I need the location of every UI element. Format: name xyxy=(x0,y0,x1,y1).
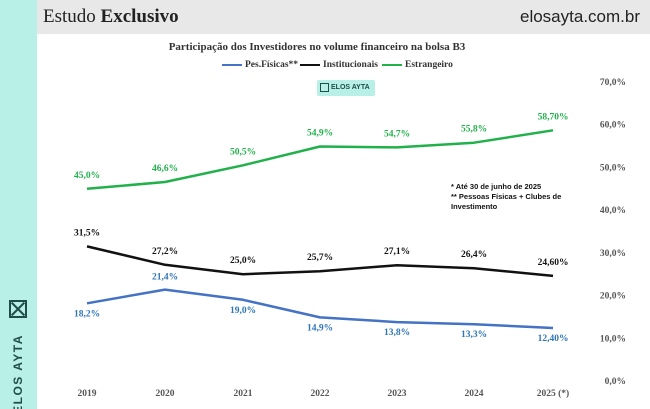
chart-legend: Pes.Físicas** Institucionais Estrangeiro xyxy=(0,60,650,74)
x-tick-label: 2023 xyxy=(388,389,407,399)
data-label: 18,2% xyxy=(74,309,100,319)
x-tick-label: 2019 xyxy=(78,389,97,399)
watermark-logo: ELOS AYTA xyxy=(317,80,375,96)
header-title-bold: Exclusivo xyxy=(100,6,179,27)
data-label: 14,9% xyxy=(307,323,333,333)
legend-swatch-inst xyxy=(300,63,320,67)
x-tick-label: 2020 xyxy=(156,389,175,399)
watermark-icon xyxy=(320,83,329,92)
series-line-inst xyxy=(86,245,554,278)
data-label: 25,0% xyxy=(230,256,256,266)
chart-notes: * Até 30 de junho de 2025 ** Pessoas Fís… xyxy=(451,182,591,212)
x-tick-label: 2022 xyxy=(311,389,330,399)
data-label: 46,6% xyxy=(152,164,178,174)
y-tick-label: 70,0% xyxy=(600,78,626,88)
data-label: 45,0% xyxy=(74,171,100,181)
data-label: 31,5% xyxy=(74,228,100,238)
legend-item-est: Estrangeiro xyxy=(382,60,453,70)
header-title: Estudo Exclusivo xyxy=(43,6,179,28)
legend-label-pf: Pes.Físicas** xyxy=(245,60,299,70)
y-tick-label: 60,0% xyxy=(600,121,626,131)
legend-item-pf: Pes.Físicas** xyxy=(222,60,298,70)
data-label: 27,1% xyxy=(384,247,410,257)
series-line-est xyxy=(86,129,554,191)
y-tick-label: 40,0% xyxy=(600,206,626,216)
y-tick-label: 20,0% xyxy=(600,292,626,302)
y-tick-label: 50,0% xyxy=(600,163,626,173)
data-label: 54,7% xyxy=(384,129,410,139)
site-url[interactable]: elosayta.com.br xyxy=(520,7,640,26)
legend-label-est: Estrangeiro xyxy=(405,60,453,70)
data-label: 27,2% xyxy=(152,247,178,257)
data-label: 25,7% xyxy=(307,253,333,263)
left-brand-band xyxy=(0,0,37,409)
side-brand-logo: ELOS AYTA xyxy=(5,300,31,409)
data-label: 26,4% xyxy=(461,250,487,260)
legend-swatch-pf xyxy=(222,63,242,67)
data-label: 13,3% xyxy=(461,330,487,340)
legend-label-inst: Institucionais xyxy=(323,60,378,70)
x-tick-label: 2021 xyxy=(234,389,253,399)
x-tick-label: 2024 xyxy=(465,389,484,399)
data-label: 58,70% xyxy=(538,112,569,122)
watermark-text: ELOS AYTA xyxy=(331,84,370,91)
data-label: 50,5% xyxy=(230,147,256,157)
note-1: * Até 30 de junho de 2025 xyxy=(451,182,542,191)
series-line-pf xyxy=(86,288,554,330)
note-2: ** Pessoas Físicas + Clubes de Investime… xyxy=(451,192,562,211)
x-tick-label: 2025 (*) xyxy=(537,388,569,399)
legend-item-inst: Institucionais xyxy=(300,60,378,70)
header-bar: Estudo Exclusivo elosayta.com.br xyxy=(37,0,650,34)
data-label: 19,0% xyxy=(230,306,256,316)
data-label: 21,4% xyxy=(152,273,178,283)
header-title-regular: Estudo xyxy=(43,6,101,27)
brand-logo-icon xyxy=(9,300,27,318)
chart-title: Participação dos Investidores no volume … xyxy=(168,41,466,53)
data-label: 12,40% xyxy=(538,334,569,344)
y-tick-label: 30,0% xyxy=(600,249,626,259)
data-label: 24,60% xyxy=(538,258,569,268)
data-label: 54,9% xyxy=(307,128,333,138)
legend-swatch-est xyxy=(382,63,402,67)
data-label: 13,8% xyxy=(384,328,410,338)
y-tick-label: 0,0% xyxy=(605,377,626,387)
data-label: 55,8% xyxy=(461,125,487,135)
y-tick-label: 10,0% xyxy=(600,334,626,344)
